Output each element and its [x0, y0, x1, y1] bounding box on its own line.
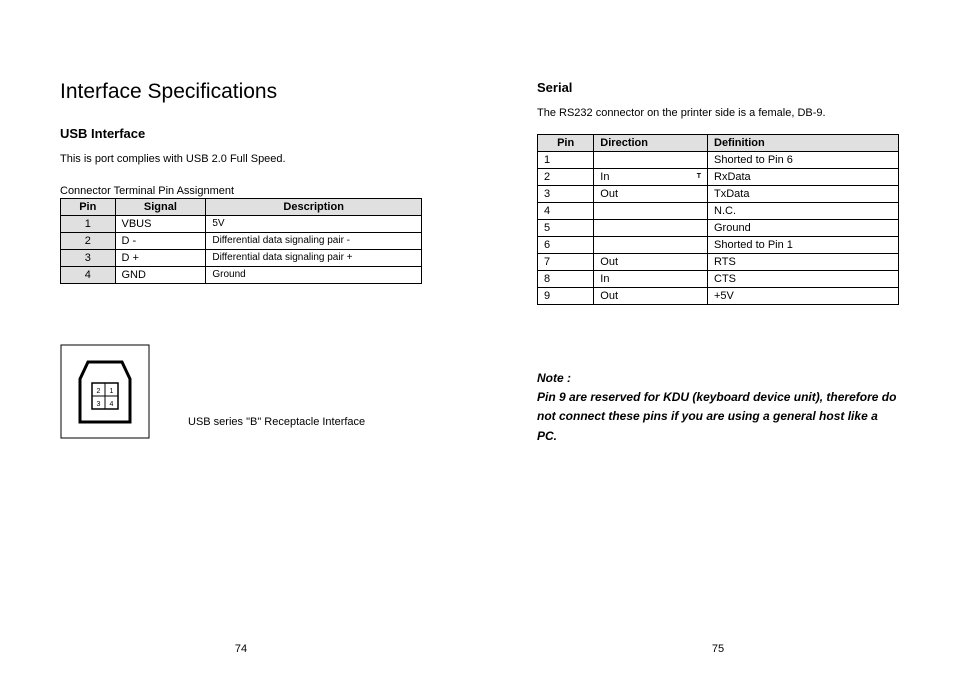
serial-intro-text: The RS232 connector on the printer side … [537, 107, 899, 119]
serial-cell-direction: Out [594, 186, 708, 203]
serial-note: Note : Pin 9 are reserved for KDU (keybo… [537, 369, 899, 446]
serial-cell-definition: CTS [708, 271, 899, 288]
table-header-row: Pin Signal Description [61, 199, 422, 216]
usb-diagram-caption: USB series "B" Receptacle Interface [188, 416, 365, 428]
page-right: Serial The RS232 connector on the printe… [477, 0, 954, 675]
usb-cell-signal: D - [115, 233, 206, 250]
usb-pin-label-4: 4 [110, 401, 114, 408]
serial-cell-definition: Shorted to Pin 6 [708, 152, 899, 169]
table-row: 8InCTS [538, 271, 899, 288]
table-header-row: Pin Direction Definition [538, 135, 899, 152]
table-row: 1VBUS5V [61, 216, 422, 233]
note-body: Pin 9 are reserved for KDU (keyboard dev… [537, 390, 896, 442]
direction-annotation: T [697, 173, 701, 180]
usb-cell-signal: VBUS [115, 216, 206, 233]
serial-cell-definition: RTS [708, 254, 899, 271]
serial-cell-definition: Ground [708, 220, 899, 237]
serial-header-definition: Definition [708, 135, 899, 152]
note-label: Note : [537, 371, 571, 385]
table-row: 4GNDGround [61, 267, 422, 284]
serial-cell-definition: RxData [708, 169, 899, 186]
usb-heading: USB Interface [60, 126, 422, 141]
serial-cell-pin: 4 [538, 203, 594, 220]
usb-cell-description: Ground [206, 267, 422, 284]
usb-table-caption: Connector Terminal Pin Assignment [60, 185, 422, 199]
serial-cell-definition: TxData [708, 186, 899, 203]
serial-cell-direction [594, 203, 708, 220]
page-number-left: 74 [60, 623, 422, 655]
usb-cell-pin: 4 [61, 267, 116, 284]
table-row: 1 Shorted to Pin 6 [538, 152, 899, 169]
usb-intro-text: This is port complies with USB 2.0 Full … [60, 153, 422, 165]
usb-cell-description: Differential data signaling pair - [206, 233, 422, 250]
serial-header-pin: Pin [538, 135, 594, 152]
table-row: 2D -Differential data signaling pair - [61, 233, 422, 250]
serial-cell-direction [594, 152, 708, 169]
serial-cell-direction: InT [594, 169, 708, 186]
usb-pin-label-3: 3 [97, 401, 101, 408]
serial-cell-definition: +5V [708, 288, 899, 305]
serial-pin-table: Pin Direction Definition 1 Shorted to Pin… [537, 134, 899, 305]
page-title: Interface Specifications [60, 80, 422, 104]
serial-cell-pin: 6 [538, 237, 594, 254]
usb-cell-pin: 2 [61, 233, 116, 250]
usb-receptacle-icon: 2 1 3 4 [60, 344, 150, 439]
usb-cell-signal: GND [115, 267, 206, 284]
usb-header-description: Description [206, 199, 422, 216]
serial-cell-pin: 3 [538, 186, 594, 203]
table-row: 2InTRxData [538, 169, 899, 186]
table-row: 4 N.C. [538, 203, 899, 220]
serial-cell-definition: Shorted to Pin 1 [708, 237, 899, 254]
usb-cell-signal: D + [115, 250, 206, 267]
table-row: 7OutRTS [538, 254, 899, 271]
serial-cell-pin: 2 [538, 169, 594, 186]
serial-cell-direction: Out [594, 254, 708, 271]
table-row: 3OutTxData [538, 186, 899, 203]
page-spread: Interface Specifications USB Interface T… [0, 0, 954, 675]
serial-cell-pin: 8 [538, 271, 594, 288]
serial-cell-pin: 9 [538, 288, 594, 305]
serial-cell-pin: 1 [538, 152, 594, 169]
usb-cell-pin: 3 [61, 250, 116, 267]
table-row: 6 Shorted to Pin 1 [538, 237, 899, 254]
usb-cell-description: 5V [206, 216, 422, 233]
serial-cell-direction: In [594, 271, 708, 288]
table-row: 5 Ground [538, 220, 899, 237]
table-row: 3D +Differential data signaling pair + [61, 250, 422, 267]
usb-cell-pin: 1 [61, 216, 116, 233]
serial-cell-direction: Out [594, 288, 708, 305]
serial-cell-pin: 7 [538, 254, 594, 271]
serial-cell-definition: N.C. [708, 203, 899, 220]
serial-cell-pin: 5 [538, 220, 594, 237]
usb-header-signal: Signal [115, 199, 206, 216]
usb-cell-description: Differential data signaling pair + [206, 250, 422, 267]
usb-receptacle-diagram-row: 2 1 3 4 USB series "B" Receptacle Interf… [60, 344, 422, 439]
table-row: 9Out+5V [538, 288, 899, 305]
usb-pin-table: Pin Signal Description 1VBUS5V2D -Differ… [60, 198, 422, 284]
page-left: Interface Specifications USB Interface T… [0, 0, 477, 675]
usb-pin-label-1: 1 [110, 388, 114, 395]
serial-heading: Serial [537, 80, 899, 95]
serial-cell-direction [594, 237, 708, 254]
usb-header-pin: Pin [61, 199, 116, 216]
page-number-right: 75 [537, 623, 899, 655]
serial-cell-direction [594, 220, 708, 237]
usb-pin-label-2: 2 [97, 388, 101, 395]
serial-header-direction: Direction [594, 135, 708, 152]
